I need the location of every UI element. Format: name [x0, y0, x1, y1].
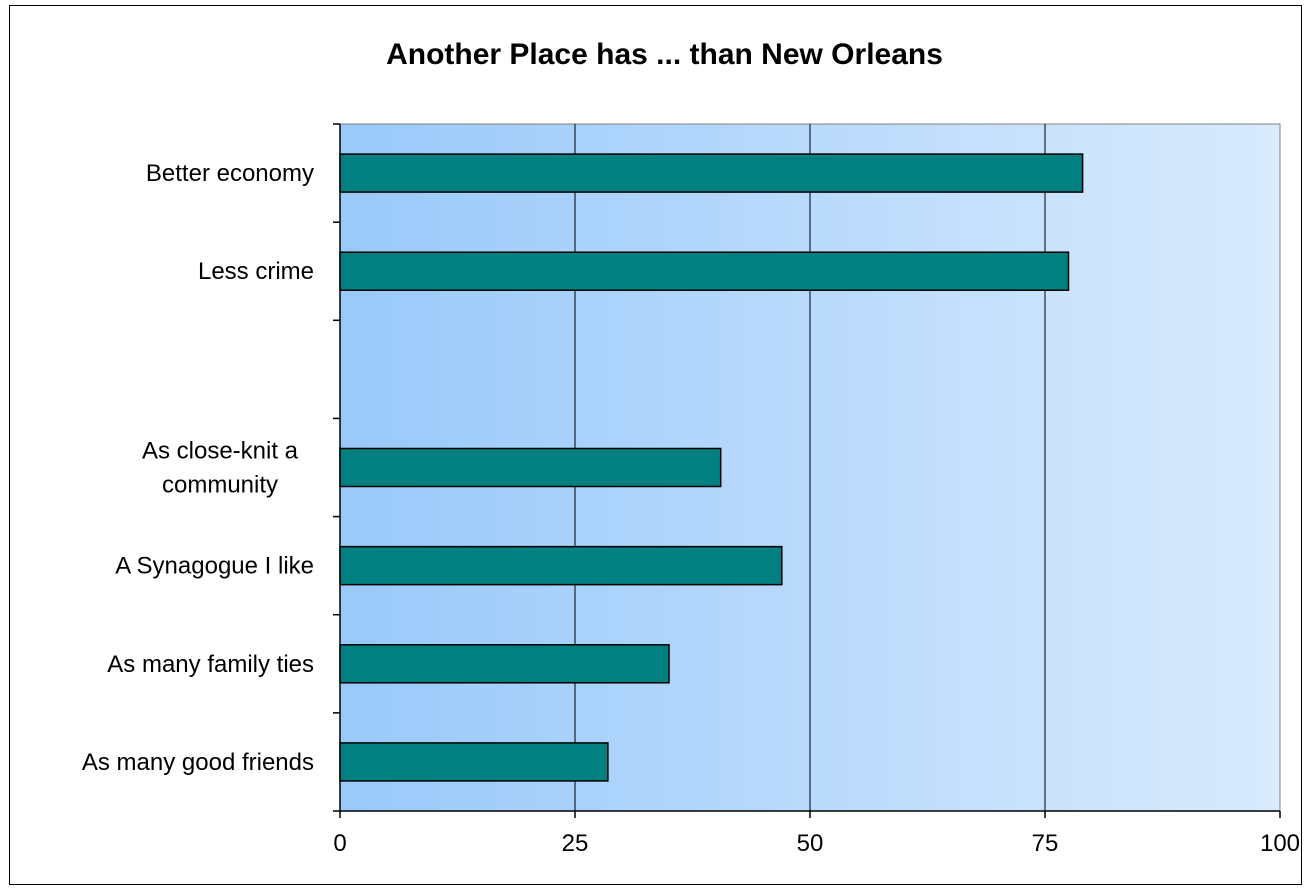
bars	[339, 153, 1084, 782]
bar	[339, 447, 722, 488]
category-label: Less crime	[198, 258, 314, 285]
bar	[339, 742, 609, 782]
category-label: As many good friends	[82, 749, 314, 776]
category-label: A Synagogue I like	[115, 553, 314, 580]
x-tick-label: 100	[1260, 830, 1300, 857]
x-tick-label: 0	[333, 830, 346, 857]
x-tick-label: 25	[562, 830, 589, 857]
category-label: Better economy	[146, 160, 314, 187]
chart-title: Another Place has ... than New Orleans	[386, 38, 943, 71]
x-tick-label: 50	[797, 830, 824, 857]
bar	[339, 153, 1084, 193]
category-label: As many family ties	[107, 651, 314, 678]
bar	[339, 545, 783, 586]
x-tick-label: 75	[1032, 830, 1059, 857]
x-tick-labels: 0 25 50 75 100	[333, 830, 1300, 857]
bar	[339, 251, 1070, 291]
bar	[339, 644, 670, 684]
category-label: As close-knit a community	[142, 438, 299, 499]
axes	[333, 123, 1281, 818]
